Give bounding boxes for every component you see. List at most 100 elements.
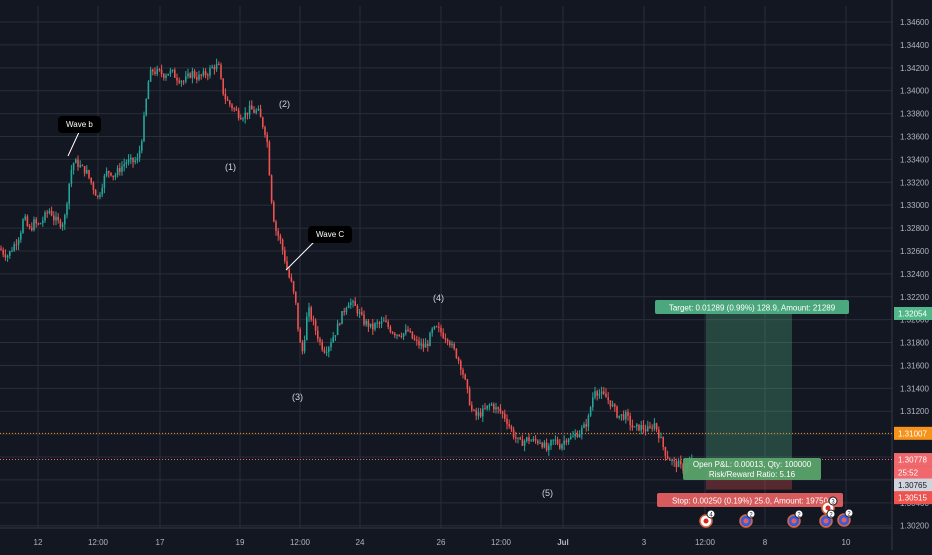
candle-body xyxy=(416,339,418,341)
candle-body xyxy=(295,291,297,303)
candle-body xyxy=(130,157,132,160)
candle-body xyxy=(402,333,405,337)
candle-body xyxy=(13,244,15,251)
candle-body xyxy=(299,329,301,343)
candle-body xyxy=(26,216,29,227)
stop-label: Stop: 0.00250 (0.19%) 25.0, Amount: 1975… xyxy=(672,497,829,506)
candle-body xyxy=(119,168,121,172)
candle-body xyxy=(611,404,614,407)
wave-5-label: (5) xyxy=(542,488,553,498)
candle-body xyxy=(565,440,568,443)
candle-body xyxy=(198,74,200,80)
candle-body xyxy=(677,460,680,468)
event-count-badge xyxy=(826,509,836,519)
canada-flag-icon[interactable] xyxy=(699,514,713,528)
alert-price-tag-2-bg xyxy=(894,453,932,467)
event-count: 2 xyxy=(847,512,851,518)
candle-body xyxy=(477,412,480,416)
candle-body xyxy=(466,379,469,389)
candle-body xyxy=(605,393,607,398)
candle-body xyxy=(17,239,20,245)
candle-body xyxy=(165,75,167,78)
candle-body xyxy=(570,436,572,439)
candle-body xyxy=(244,112,246,119)
candle-body xyxy=(486,405,488,409)
candle-body xyxy=(72,163,75,170)
event-count: 2 xyxy=(749,513,753,519)
candle-body xyxy=(484,408,486,410)
candle-body xyxy=(396,334,398,336)
candle-body xyxy=(653,423,656,429)
wave-c-annotation[interactable]: Wave C xyxy=(308,226,353,243)
wave-c-pointer xyxy=(285,239,317,271)
x-tick-label: Jul xyxy=(557,538,569,547)
candle-body xyxy=(275,221,277,232)
wave-b-pointer xyxy=(67,129,81,157)
pnl-label-box xyxy=(683,458,821,480)
candle-body xyxy=(112,175,114,177)
candle-body xyxy=(136,157,139,161)
current-price-tag-bg xyxy=(894,478,932,492)
candle-body xyxy=(319,338,321,342)
candle-body xyxy=(625,411,627,420)
candle-body xyxy=(339,323,341,325)
candle-body xyxy=(378,322,381,324)
candle-body xyxy=(361,312,363,315)
candle-body xyxy=(264,127,266,135)
target-zone xyxy=(706,313,792,462)
candle-body xyxy=(277,231,279,236)
candle-body xyxy=(556,439,559,445)
candle-body xyxy=(356,305,359,314)
candle-body xyxy=(39,223,42,225)
candle-body xyxy=(224,93,227,100)
alert-price-tag-1: 1.31007 xyxy=(898,429,927,438)
candle-body xyxy=(220,64,222,79)
candle-body xyxy=(240,117,242,120)
wave-2-label: (2) xyxy=(279,99,290,109)
candle-body xyxy=(341,311,343,325)
candle-body xyxy=(200,74,202,76)
candle-body xyxy=(83,166,86,174)
candle-body xyxy=(493,404,495,410)
candle-body xyxy=(532,438,535,441)
candle-body xyxy=(101,187,103,195)
candle-body xyxy=(354,301,356,306)
candle-body xyxy=(429,332,431,347)
candle-body xyxy=(374,323,376,330)
candle-body xyxy=(255,110,257,113)
candle-body xyxy=(488,405,491,407)
candle-body xyxy=(290,277,293,282)
candle-body xyxy=(48,210,51,214)
y-tick-label: 1.34200 xyxy=(900,64,929,73)
y-tick-label: 1.32800 xyxy=(900,224,929,233)
event-count: 2 xyxy=(797,513,801,519)
candle-body xyxy=(33,219,35,231)
y-tick-label: 1.31400 xyxy=(900,384,929,393)
candle-body xyxy=(499,408,502,412)
x-tick-label: 19 xyxy=(236,538,245,547)
candle-body xyxy=(660,437,662,439)
candle-body xyxy=(369,323,372,327)
candle-body xyxy=(35,219,37,224)
wave-1-label: (1) xyxy=(225,162,236,172)
candle-body xyxy=(288,269,290,278)
countdown-tag: 25:52 xyxy=(898,469,919,478)
candle-body xyxy=(209,68,211,76)
candle-body xyxy=(114,175,117,177)
candle-body xyxy=(501,411,504,414)
candle-body xyxy=(306,316,308,341)
candle-body xyxy=(651,427,653,429)
candle-body xyxy=(31,227,33,231)
candle-body xyxy=(495,407,497,410)
x-tick-label: 17 xyxy=(156,538,165,547)
candle-body xyxy=(446,339,449,342)
candle-body xyxy=(563,440,565,445)
candle-body xyxy=(279,235,282,240)
candle-body xyxy=(620,414,623,416)
candle-body xyxy=(226,99,229,101)
wave-b-annotation[interactable]: Wave b xyxy=(58,116,101,133)
candle-body xyxy=(585,424,587,427)
y-tick-label: 1.34000 xyxy=(900,87,929,96)
